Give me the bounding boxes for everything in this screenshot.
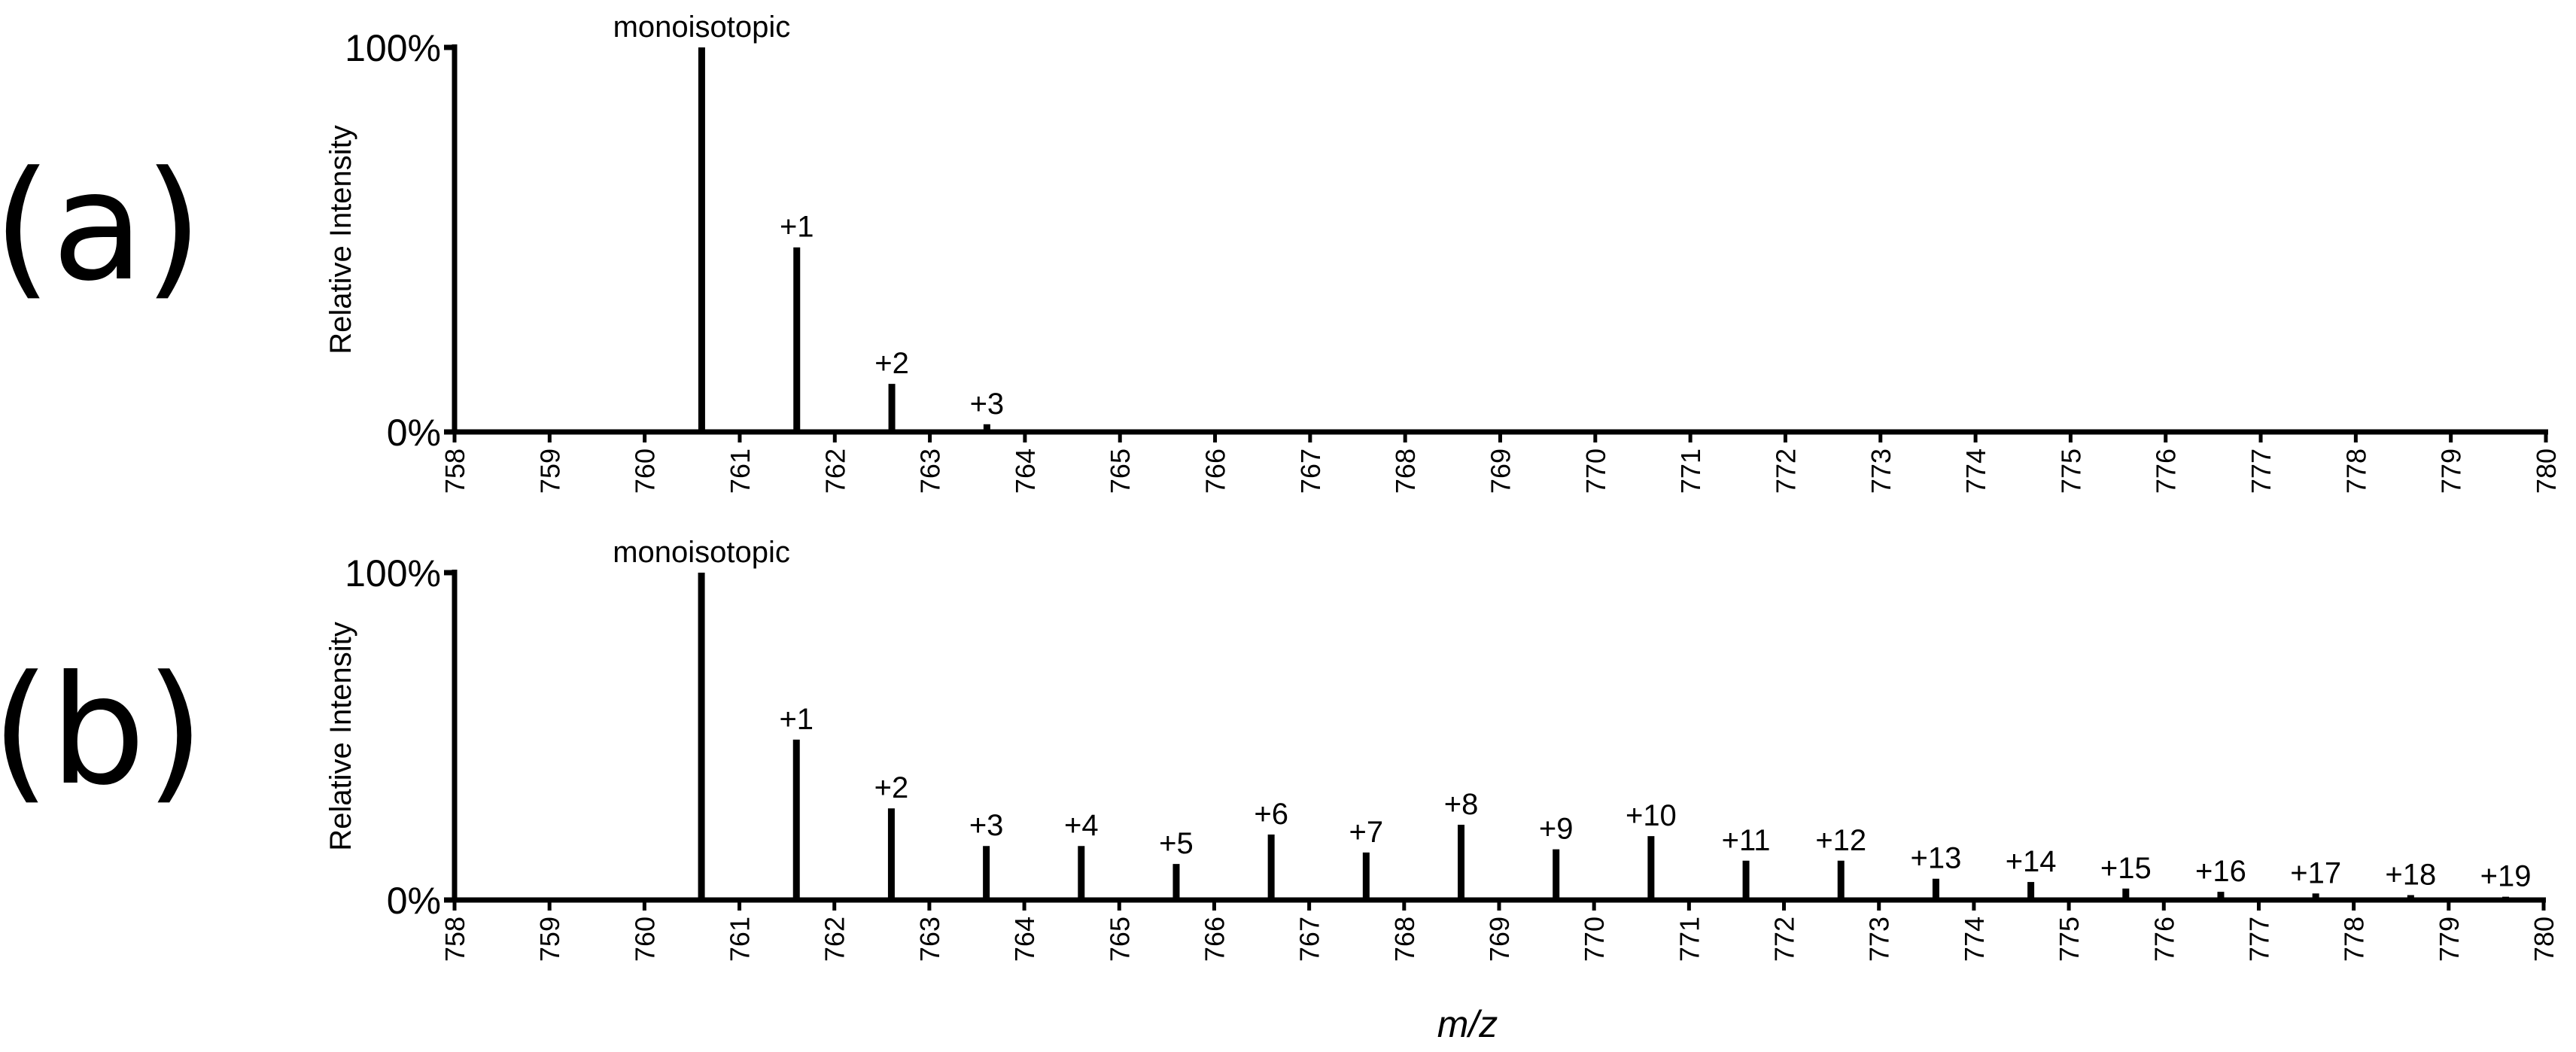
x-tick-label: 758 bbox=[439, 448, 470, 494]
x-tick-label: 772 bbox=[1769, 917, 1800, 962]
x-tick-label: 762 bbox=[820, 448, 850, 494]
peak-label: monoisotopic bbox=[613, 11, 791, 44]
y-tick-label: 100% bbox=[345, 27, 441, 69]
x-tick-label: 768 bbox=[1389, 917, 1420, 962]
panel-a: (a) Relative Intensity 0% 100% 758 759 760 761 7… bbox=[0, 11, 2562, 494]
peak-label: +19 bbox=[2480, 860, 2532, 893]
peak-label: +14 bbox=[2006, 845, 2057, 878]
peak-label: +1 bbox=[780, 211, 814, 244]
panel-label: (a) bbox=[0, 139, 202, 315]
peak-label: +9 bbox=[1539, 813, 1574, 846]
x-tick-label: 770 bbox=[1580, 448, 1611, 494]
x-tick-label: 774 bbox=[1960, 448, 1991, 494]
x-tick-label: 765 bbox=[1104, 917, 1135, 962]
peak-label: +10 bbox=[1626, 799, 1677, 832]
x-tick-label: 762 bbox=[820, 917, 850, 962]
x-tick-label: 760 bbox=[630, 448, 661, 494]
x-tick-label: 777 bbox=[2243, 917, 2274, 962]
x-tick-label: 769 bbox=[1484, 917, 1515, 962]
x-tick-label: 773 bbox=[1864, 917, 1895, 962]
peak-label: +2 bbox=[874, 771, 909, 804]
x-tick-label: 767 bbox=[1295, 448, 1326, 494]
x-tick-label: 779 bbox=[2436, 448, 2467, 494]
peak-label: +2 bbox=[874, 347, 909, 380]
x-tick-label: 763 bbox=[915, 448, 946, 494]
peak-label: +16 bbox=[2195, 855, 2246, 888]
peak-label: +5 bbox=[1159, 827, 1194, 860]
x-tick-label: 768 bbox=[1390, 448, 1421, 494]
peak-label: +13 bbox=[1911, 842, 1962, 875]
y-tick-label: 0% bbox=[387, 412, 441, 454]
peak-label: +8 bbox=[1444, 788, 1479, 821]
x-tick-label: 761 bbox=[725, 448, 756, 494]
x-tick-label: 779 bbox=[2434, 917, 2465, 962]
x-tick-label: 771 bbox=[1674, 917, 1705, 962]
peak-label: +4 bbox=[1064, 809, 1099, 842]
peak-label: +1 bbox=[779, 703, 814, 736]
x-tick-label: 775 bbox=[2054, 917, 2085, 962]
x-tick-label: 763 bbox=[914, 917, 945, 962]
x-tick-label: 759 bbox=[534, 917, 565, 962]
x-tick-label: 767 bbox=[1294, 917, 1325, 962]
x-tick-label: 778 bbox=[2340, 448, 2371, 494]
y-axis-label: Relative Intensity bbox=[324, 125, 357, 354]
peak-label: monoisotopic bbox=[613, 536, 790, 569]
peak-label: +17 bbox=[2290, 856, 2341, 889]
x-tick-label: 766 bbox=[1200, 448, 1231, 494]
x-tick-label: 758 bbox=[439, 917, 470, 962]
x-tick-label: 761 bbox=[725, 917, 756, 962]
x-tick-label: 776 bbox=[2151, 448, 2182, 494]
peak-label: +3 bbox=[969, 809, 1004, 842]
x-tick-label: 771 bbox=[1675, 448, 1706, 494]
x-tick-label: 780 bbox=[2531, 448, 2562, 494]
y-tick-label: 0% bbox=[387, 880, 441, 922]
y-axis-label: Relative Intensity bbox=[324, 622, 357, 851]
y-tick-label: 100% bbox=[345, 552, 441, 594]
peak-label: +12 bbox=[1815, 824, 1866, 857]
x-tick-label: 764 bbox=[1010, 448, 1041, 494]
x-axis-label: m/z bbox=[1437, 1003, 1498, 1045]
x-tick-label: 775 bbox=[2055, 448, 2086, 494]
peak-label: +18 bbox=[2385, 858, 2436, 891]
peak-label: +3 bbox=[970, 388, 1005, 421]
x-tick-label: 776 bbox=[2149, 917, 2179, 962]
x-tick-label: 774 bbox=[1959, 917, 1990, 962]
x-tick-label: 777 bbox=[2246, 448, 2276, 494]
peak-label: +15 bbox=[2100, 852, 2152, 885]
peak-label: +6 bbox=[1254, 798, 1288, 831]
x-tick-label: 766 bbox=[1199, 917, 1230, 962]
x-tick-label: 760 bbox=[629, 917, 660, 962]
x-tick-label: 769 bbox=[1486, 448, 1516, 494]
x-tick-label: 778 bbox=[2339, 917, 2370, 962]
peak-label: +11 bbox=[1722, 824, 1771, 857]
x-tick-label: 772 bbox=[1770, 448, 1801, 494]
panel-b: (b) Relative Intensity 0% 100% 758 759 760 761 7… bbox=[0, 536, 2559, 962]
x-tick-label: 764 bbox=[1009, 917, 1040, 962]
x-tick-label: 765 bbox=[1105, 448, 1136, 494]
panel-label: (b) bbox=[0, 643, 205, 819]
peak-label: +7 bbox=[1349, 816, 1384, 849]
x-tick-label: 759 bbox=[534, 448, 565, 494]
x-tick-label: 773 bbox=[1866, 448, 1896, 494]
x-tick-label: 780 bbox=[2529, 917, 2559, 962]
x-tick-label: 770 bbox=[1579, 917, 1610, 962]
